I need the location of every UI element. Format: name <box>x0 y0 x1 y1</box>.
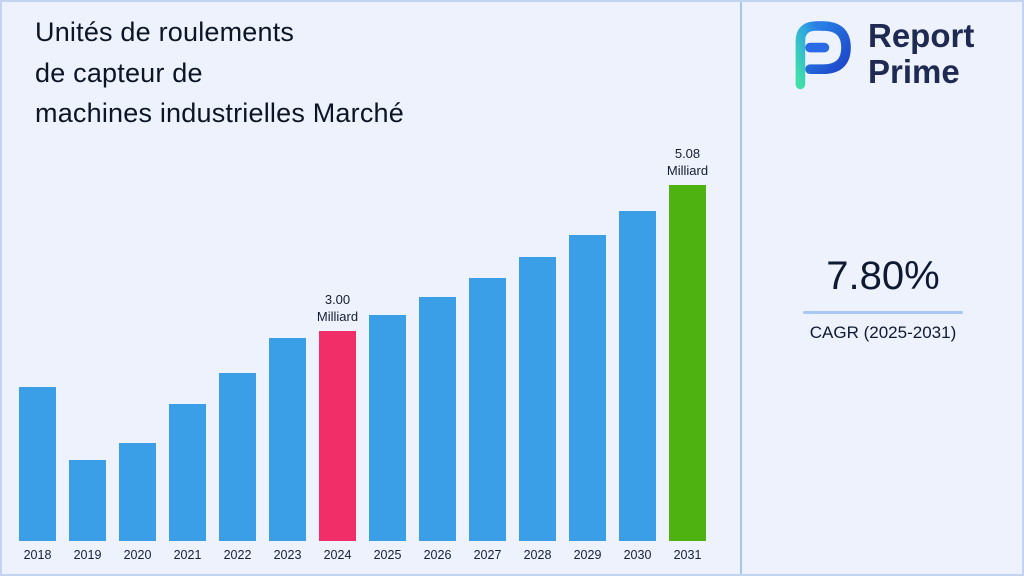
title-line-1: Unités de roulements <box>35 17 295 47</box>
bar-item: 3.00 Milliard 2024 <box>316 292 359 562</box>
bar-item: 2025 <box>369 315 406 562</box>
bar-item: 2027 <box>469 278 506 562</box>
bar-2025 <box>369 315 406 541</box>
x-axis-label: 2030 <box>623 548 652 562</box>
bar-2024 <box>319 331 356 541</box>
title-line-2: de capteur de <box>35 57 203 88</box>
bar-2030 <box>619 211 656 541</box>
bar-chart: 2018 2019 2020 2021 2022 2023 3.00 Milliard 2024… <box>19 146 709 562</box>
title-line-3: machines industrielles Marché <box>35 98 404 128</box>
brand-block: Report Prime <box>778 14 974 94</box>
bar-item: 2029 <box>569 235 606 562</box>
bar-2018 <box>19 387 56 541</box>
cagr-underline <box>803 311 963 314</box>
x-axis-label: 2023 <box>273 548 302 562</box>
bar-item: 2023 <box>269 338 306 562</box>
x-axis-label: 2029 <box>573 548 602 562</box>
bar-2028 <box>519 257 556 541</box>
x-axis-label: 2021 <box>173 548 202 562</box>
bar-item: 2022 <box>219 373 256 562</box>
report-prime-logo-icon <box>795 21 851 90</box>
x-axis-label: 2024 <box>323 548 352 562</box>
bar-item: 2021 <box>169 404 206 562</box>
bar-2022 <box>219 373 256 541</box>
x-axis-label: 2028 <box>523 548 552 562</box>
x-axis-label: 2018 <box>23 548 52 562</box>
bar-item: 2028 <box>519 257 556 562</box>
bar-item: 2026 <box>419 297 456 562</box>
bar-2019 <box>69 460 106 541</box>
cagr-value: 7.80% <box>826 254 940 298</box>
bar-2026 <box>419 297 456 541</box>
cagr-block: 7.80% CAGR (2025-2031) <box>742 254 1022 343</box>
page-title: Unités de roulements de capteur de machi… <box>35 12 404 134</box>
x-axis-label: 2019 <box>73 548 102 562</box>
x-axis-label: 2026 <box>423 548 452 562</box>
bar-2021 <box>169 404 206 541</box>
x-axis-label: 2025 <box>373 548 402 562</box>
cagr-label: CAGR (2025-2031) <box>809 323 957 342</box>
bar-2023 <box>269 338 306 541</box>
brand-name: Report Prime <box>868 18 974 89</box>
x-axis-label: 2027 <box>473 548 502 562</box>
bar-2027 <box>469 278 506 541</box>
brand-name-line-2: Prime <box>868 53 960 90</box>
bar-item: 2018 <box>19 387 56 562</box>
bar-item: 2019 <box>69 460 106 562</box>
x-axis-label: 2020 <box>123 548 152 562</box>
bar-item: 2030 <box>619 211 656 562</box>
vertical-divider <box>740 2 742 574</box>
bar-value-annotation: 5.08 Milliard <box>666 146 709 179</box>
x-axis-label: 2022 <box>223 548 252 562</box>
bar-2029 <box>569 235 606 541</box>
brand-name-line-1: Report <box>868 17 975 55</box>
x-axis-label: 2031 <box>673 548 702 562</box>
bar-item: 5.08 Milliard 2031 <box>666 146 709 562</box>
bar-item: 2020 <box>119 443 156 562</box>
bar-value-annotation: 3.00 Milliard <box>316 292 359 325</box>
bar-2020 <box>119 443 156 541</box>
bar-2031 <box>669 185 706 541</box>
